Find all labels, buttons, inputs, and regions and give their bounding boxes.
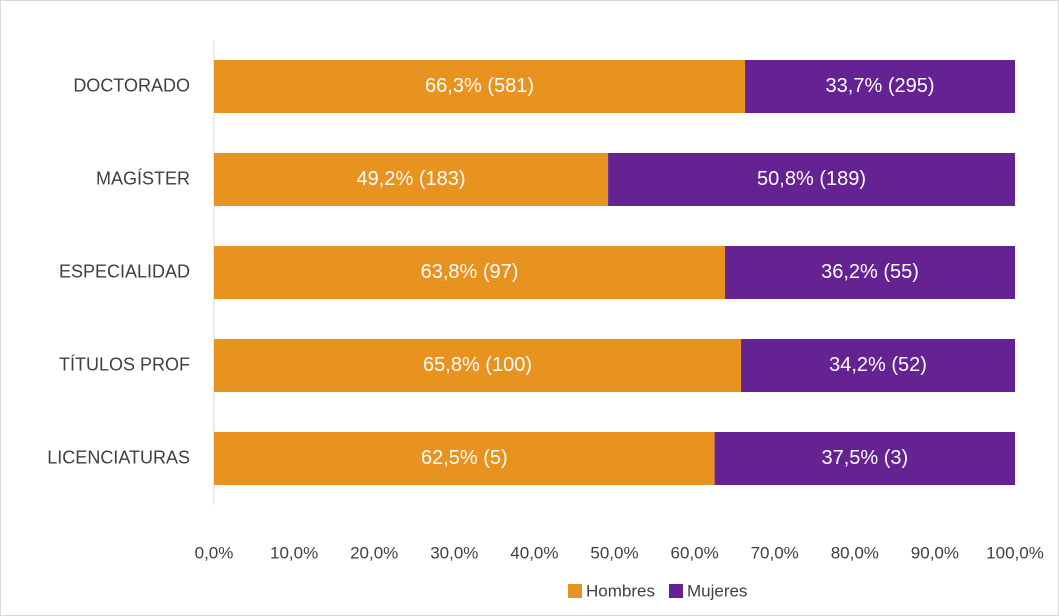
bar-segment: [214, 152, 609, 207]
value-label: 50,8% (189): [757, 168, 866, 190]
legend-swatch: [568, 584, 582, 598]
legend-label: Mujeres: [687, 581, 747, 600]
value-label: 37,5% (3): [821, 447, 908, 469]
bar-segment: [608, 152, 1015, 207]
legend-label: Hombres: [586, 581, 655, 600]
x-tick-label: 10,0%: [270, 543, 318, 562]
value-label: 49,2% (183): [357, 168, 466, 190]
x-tick-label: 100,0%: [986, 543, 1044, 562]
x-tick-label: 90,0%: [911, 543, 959, 562]
x-tick-label: 70,0%: [751, 543, 799, 562]
x-tick-label: 40,0%: [510, 543, 558, 562]
bar-segment: [725, 245, 1015, 300]
value-label: 63,8% (97): [421, 261, 519, 283]
x-tick-label: 50,0%: [590, 543, 638, 562]
y-tick-label: DOCTORADO: [73, 75, 190, 95]
y-tick-label: MAGÍSTER: [96, 168, 190, 188]
bar-segment: [745, 59, 1015, 114]
x-tick-label: 30,0%: [430, 543, 478, 562]
bar-segment: [714, 431, 1015, 486]
y-tick-label: ESPECIALIDAD: [59, 261, 190, 281]
y-tick-label: TÍTULOS PROF: [59, 354, 190, 374]
value-label: 62,5% (5): [421, 447, 508, 469]
x-tick-label: 20,0%: [350, 543, 398, 562]
bar-segment: [214, 338, 742, 393]
value-label: 34,2% (52): [829, 354, 927, 376]
y-tick-label: LICENCIATURAS: [47, 447, 190, 467]
x-tick-label: 60,0%: [670, 543, 718, 562]
value-label: 36,2% (55): [821, 261, 919, 283]
legend-swatch: [668, 584, 683, 598]
bar-segment: [214, 431, 715, 486]
bar-segment: [214, 59, 746, 114]
x-tick-label: 0,0%: [195, 543, 234, 562]
x-tick-label: 80,0%: [831, 543, 879, 562]
bar-segment: [741, 338, 1015, 393]
value-label: 33,7% (295): [826, 75, 935, 97]
value-label: 66,3% (581): [425, 75, 534, 97]
value-label: 65,8% (100): [423, 354, 532, 376]
bar-segment: [214, 245, 726, 300]
